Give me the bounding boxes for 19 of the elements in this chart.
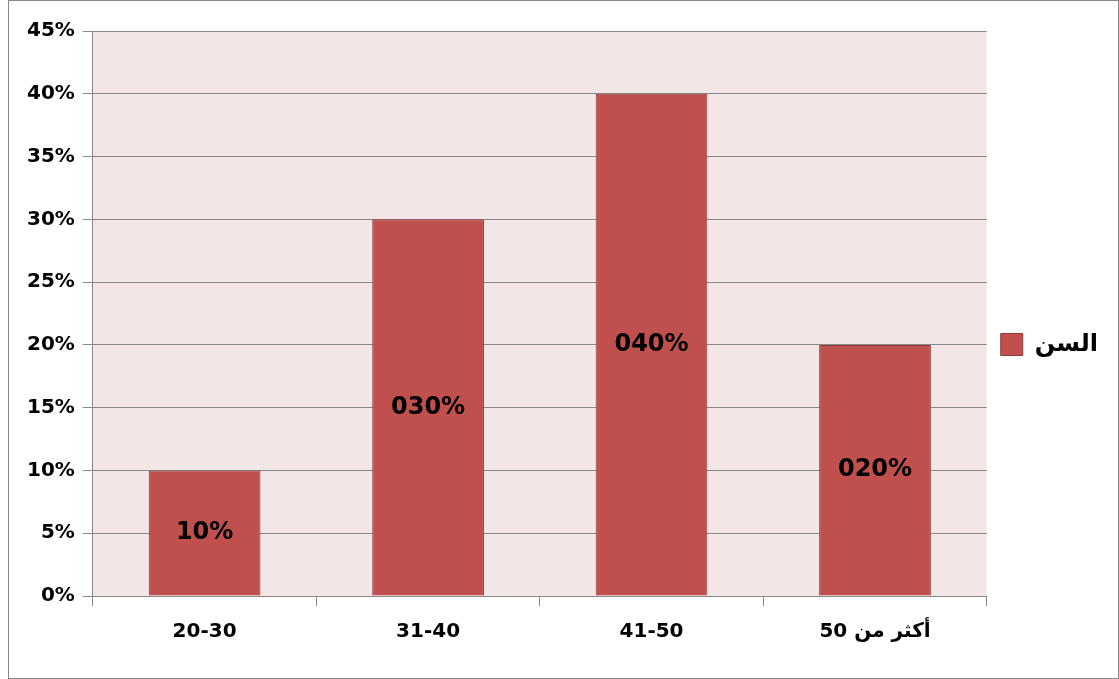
y-tick-label: 10% bbox=[27, 456, 75, 481]
x-tick-label: 41-50 bbox=[619, 618, 684, 643]
x-tick-label: 20-30 bbox=[172, 618, 237, 643]
text: 10% bbox=[175, 517, 234, 546]
y-tick-label: 45% bbox=[27, 17, 75, 42]
text: 040% bbox=[614, 328, 689, 357]
y-tick-label: 25% bbox=[27, 268, 75, 293]
y-tick-label: 5% bbox=[40, 519, 75, 544]
x-tick-label: أكثر من 50 bbox=[819, 616, 931, 643]
y-tick-label: 15% bbox=[27, 393, 75, 418]
x-tick-label: 31-40 bbox=[396, 618, 461, 643]
y-tick-label: 30% bbox=[27, 205, 75, 230]
y-tick-label: 40% bbox=[27, 79, 75, 104]
text: 020% bbox=[837, 454, 913, 483]
y-tick-label: 0% bbox=[40, 582, 75, 607]
y-tick-label: 20% bbox=[27, 331, 75, 356]
y-tick-label: 35% bbox=[27, 142, 75, 167]
legend-label: السن bbox=[1034, 328, 1099, 357]
text: 030% bbox=[390, 391, 466, 420]
